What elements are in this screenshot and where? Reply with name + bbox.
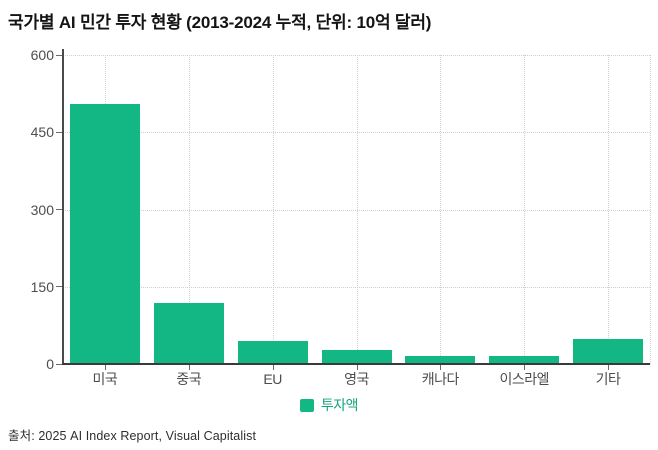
y-axis-tick — [56, 131, 62, 133]
x-axis-tick — [524, 365, 526, 370]
source-caption: 출처: 2025 AI Index Report, Visual Capital… — [8, 429, 257, 443]
bar — [405, 356, 476, 364]
y-axis-label: 0 — [46, 356, 54, 372]
bar — [573, 338, 644, 364]
y-axis-label: 600 — [30, 47, 54, 63]
y-axis-label: 450 — [30, 124, 54, 141]
bar — [321, 349, 392, 364]
y-axis-tick — [56, 54, 62, 56]
bar — [153, 302, 224, 364]
y-axis-line — [62, 49, 64, 365]
bar — [489, 356, 560, 364]
x-axis-label: 이스라엘 — [499, 371, 549, 387]
v-gridline — [272, 55, 274, 364]
legend-swatch — [299, 398, 314, 412]
v-gridline — [608, 55, 610, 364]
x-axis-label: EU — [263, 371, 282, 387]
bar — [69, 103, 140, 364]
y-axis-tick — [56, 363, 62, 365]
bar — [237, 340, 308, 364]
v-gridline — [188, 55, 190, 364]
legend-label: 투자액 — [320, 397, 359, 413]
y-axis-label: 300 — [30, 201, 54, 218]
x-axis-tick — [272, 365, 274, 370]
v-gridline — [356, 55, 358, 364]
x-axis-label: 영국 — [344, 371, 369, 387]
v-gridline — [650, 55, 651, 364]
legend: 투자액 — [0, 396, 658, 414]
y-axis-tick — [56, 209, 62, 210]
v-gridline — [440, 55, 442, 364]
x-axis-tick — [188, 365, 190, 370]
x-axis-tick — [440, 365, 442, 370]
chart-title: 국가별 AI 민간 투자 현황 (2013-2024 누적, 단위: 10억 달… — [8, 13, 432, 32]
x-axis-label: 중국 — [176, 371, 202, 387]
x-axis-tick — [356, 365, 358, 370]
x-axis-label: 미국 — [92, 371, 118, 387]
x-axis-line — [62, 363, 650, 365]
x-axis-tick — [104, 365, 106, 370]
v-gridline — [524, 55, 526, 364]
y-axis-tick — [56, 286, 62, 288]
x-axis-label: 기타 — [595, 371, 621, 387]
y-axis-label: 150 — [30, 278, 54, 295]
x-axis-tick — [608, 365, 610, 370]
x-axis-label: 캐나다 — [421, 371, 460, 387]
